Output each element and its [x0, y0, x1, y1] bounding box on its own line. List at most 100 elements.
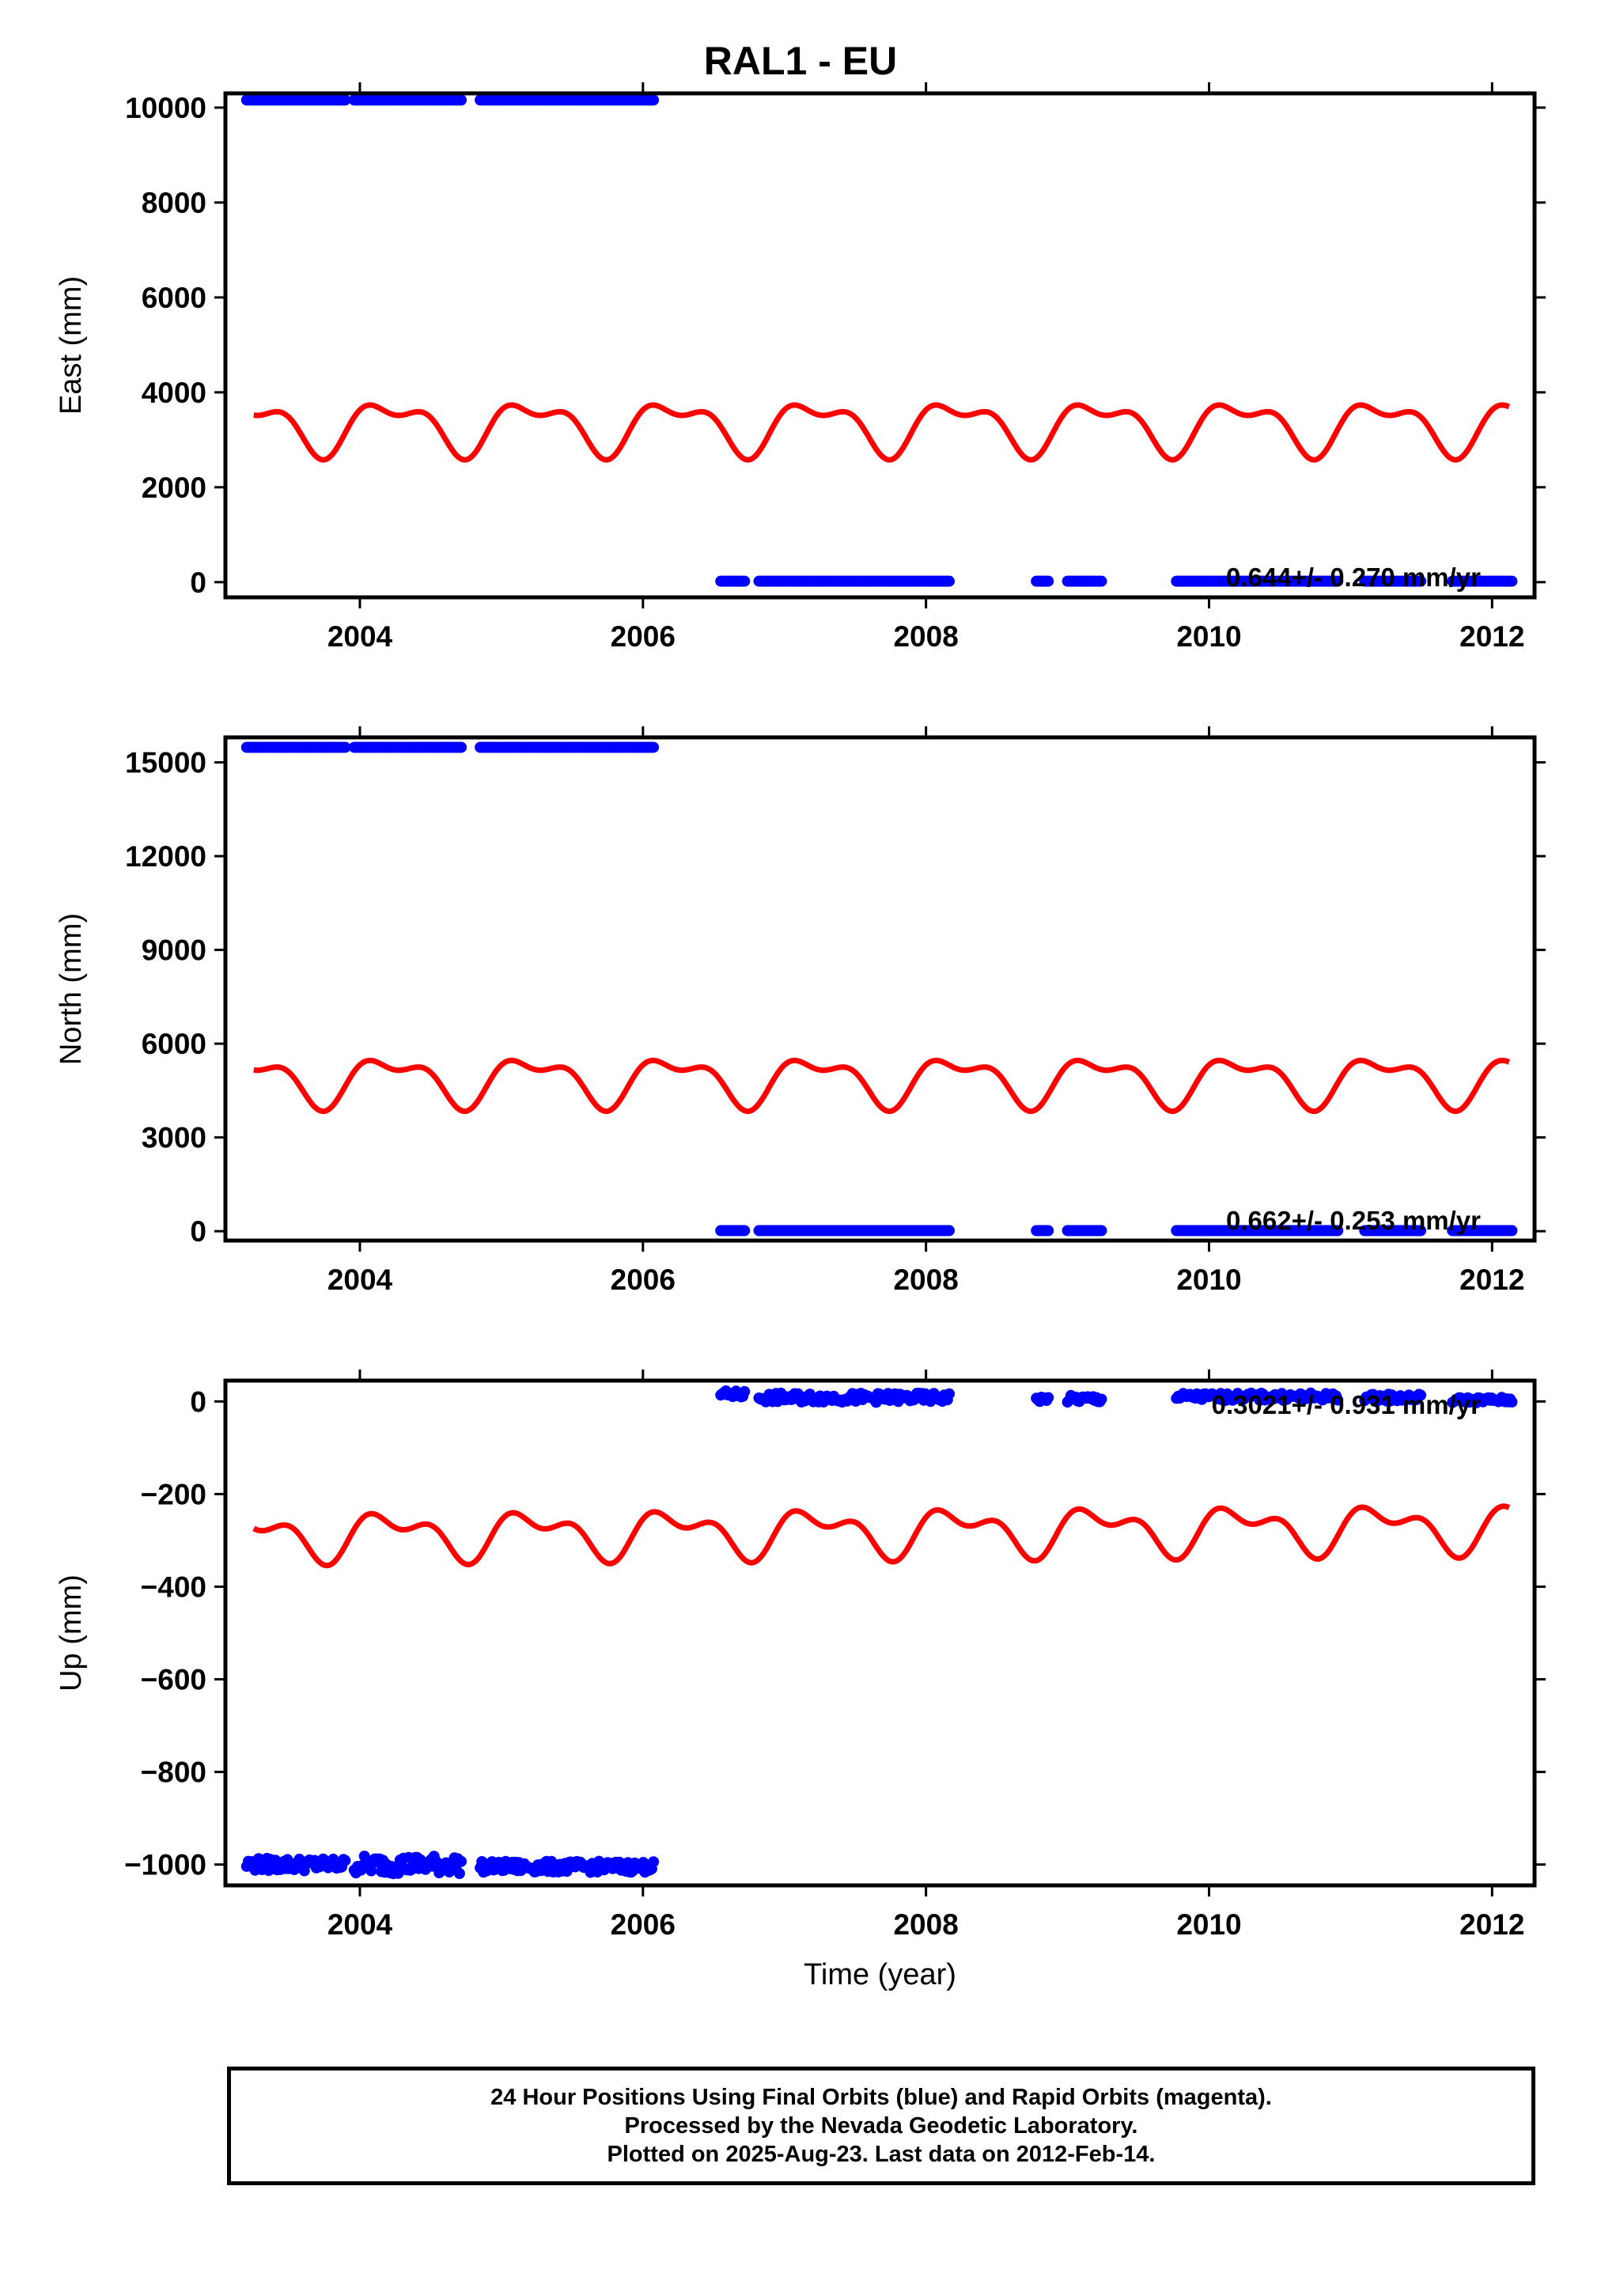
data-point — [1415, 1225, 1427, 1237]
data-point — [456, 94, 467, 106]
data-point — [944, 1225, 955, 1237]
rate-annotation: 0.644+/- 0.270 mm/yr — [1226, 563, 1481, 592]
y-tick-label: −800 — [141, 1756, 206, 1789]
data-point — [365, 1865, 377, 1877]
data-layer — [240, 741, 1518, 1237]
data-point — [453, 1868, 465, 1879]
data-segment-7 — [1171, 1387, 1344, 1407]
x-tick-label: 2008 — [893, 1908, 958, 1941]
data-layer — [240, 94, 1518, 587]
y-tick-label: −400 — [141, 1570, 206, 1603]
x-tick-label: 2012 — [1459, 620, 1524, 653]
caption-line-1: 24 Hour Positions Using Final Orbits (bl… — [490, 2085, 1272, 2110]
model-fit-line — [252, 402, 1511, 463]
data-point — [1043, 1392, 1054, 1404]
data-point — [1415, 575, 1427, 587]
y-tick-label: −1000 — [124, 1849, 206, 1881]
data-point — [1043, 1225, 1054, 1237]
y-tick-label: 6000 — [142, 1028, 206, 1060]
data-point — [638, 1857, 649, 1868]
plot-frame — [223, 735, 1537, 1243]
model-fit-line — [252, 1057, 1511, 1115]
y-tick-label: 3000 — [142, 1122, 206, 1154]
data-segment-1 — [348, 741, 467, 753]
data-segment-2 — [475, 94, 660, 106]
x-tick-label: 2008 — [893, 1264, 958, 1296]
x-axis-label: Time (year) — [804, 1958, 956, 1991]
data-segment-5 — [1031, 575, 1054, 587]
data-point — [739, 1385, 751, 1397]
y-axis-label: East (mm) — [55, 276, 88, 415]
y-tick-label: 4000 — [142, 377, 206, 409]
x-tick-label: 2010 — [1176, 1908, 1241, 1941]
data-point — [339, 741, 351, 753]
x-tick-label: 2012 — [1459, 1264, 1524, 1296]
x-tick-label: 2012 — [1459, 1908, 1524, 1941]
data-segment-5 — [1031, 1392, 1054, 1408]
data-layer — [240, 1385, 1518, 1880]
x-tick-label: 2004 — [327, 1264, 393, 1296]
data-point — [1332, 1394, 1344, 1406]
y-tick-label: 2000 — [142, 472, 206, 504]
y-axis-label: North (mm) — [55, 913, 88, 1065]
panel-0: 0 2000 4000 6000 8000 10000 2004 2006 2008 2010 20… — [55, 82, 1546, 653]
data-segment-3 — [715, 575, 751, 587]
data-segment-2 — [475, 741, 660, 753]
data-point — [944, 575, 955, 587]
caption-box: 24 Hour Positions Using Final Orbits (bl… — [227, 2067, 1535, 2185]
data-point — [1043, 575, 1054, 587]
data-segment-3 — [715, 1225, 751, 1237]
x-tick-label: 2006 — [611, 620, 676, 653]
data-segment-6 — [1062, 1225, 1107, 1237]
data-point — [1506, 1396, 1518, 1408]
data-segment-7 — [1171, 1225, 1344, 1237]
data-segment-4 — [753, 1225, 955, 1237]
model-fit-line — [252, 1503, 1511, 1569]
data-segment-6 — [1062, 1389, 1107, 1408]
data-point — [944, 1388, 955, 1400]
x-tick-label: 2008 — [893, 620, 958, 653]
data-point — [1415, 1389, 1427, 1401]
plot-frame — [223, 91, 1537, 600]
x-tick-label: 2006 — [611, 1264, 676, 1296]
data-segment-9 — [1447, 575, 1518, 587]
data-segment-0 — [240, 741, 351, 753]
rate-annotation: 0.3021+/- 0.931 mm/yr — [1212, 1390, 1481, 1419]
data-segment-0 — [240, 94, 351, 106]
data-segment-5 — [1031, 1225, 1054, 1237]
data-segment-4 — [753, 1387, 955, 1408]
plot-frame — [223, 1378, 1537, 1888]
y-tick-label: 15000 — [125, 747, 206, 779]
y-tick-label: 12000 — [125, 840, 206, 873]
y-tick-label: −200 — [141, 1478, 206, 1510]
data-segment-9 — [1447, 1392, 1518, 1409]
y-tick-label: 9000 — [142, 934, 206, 967]
data-point — [1096, 1225, 1107, 1237]
data-segment-8 — [1359, 575, 1427, 587]
data-point — [739, 1225, 751, 1237]
data-point — [648, 94, 660, 106]
data-point — [339, 1855, 351, 1866]
data-point — [1332, 575, 1344, 587]
data-point — [1506, 575, 1518, 587]
caption-line-2: Processed by the Nevada Geodetic Laborat… — [624, 2113, 1138, 2139]
rate-annotation: 0.662+/- 0.253 mm/yr — [1226, 1206, 1481, 1235]
data-segment-3 — [715, 1385, 751, 1403]
panel-1: 0 3000 6000 9000 12000 15000 2004 2006 2008 2010 2… — [55, 726, 1546, 1296]
y-axis-label: Up (mm) — [55, 1574, 88, 1692]
data-segment-8 — [1359, 1389, 1427, 1408]
caption-line-3: Plotted on 2025-Aug-23. Last data on 201… — [607, 2142, 1156, 2167]
data-point — [456, 1855, 467, 1867]
y-tick-label: 0 — [190, 1385, 206, 1418]
data-point — [1506, 1225, 1518, 1237]
y-tick-label: 0 — [190, 566, 206, 599]
x-tick-label: 2010 — [1176, 1264, 1241, 1296]
data-point — [456, 741, 467, 753]
chart-title: RAL1 - EU — [703, 39, 898, 83]
data-point — [339, 94, 351, 106]
data-point — [648, 1856, 660, 1868]
data-segment-2 — [475, 1855, 660, 1878]
data-segment-1 — [348, 94, 467, 106]
data-segment-1 — [348, 1851, 467, 1880]
